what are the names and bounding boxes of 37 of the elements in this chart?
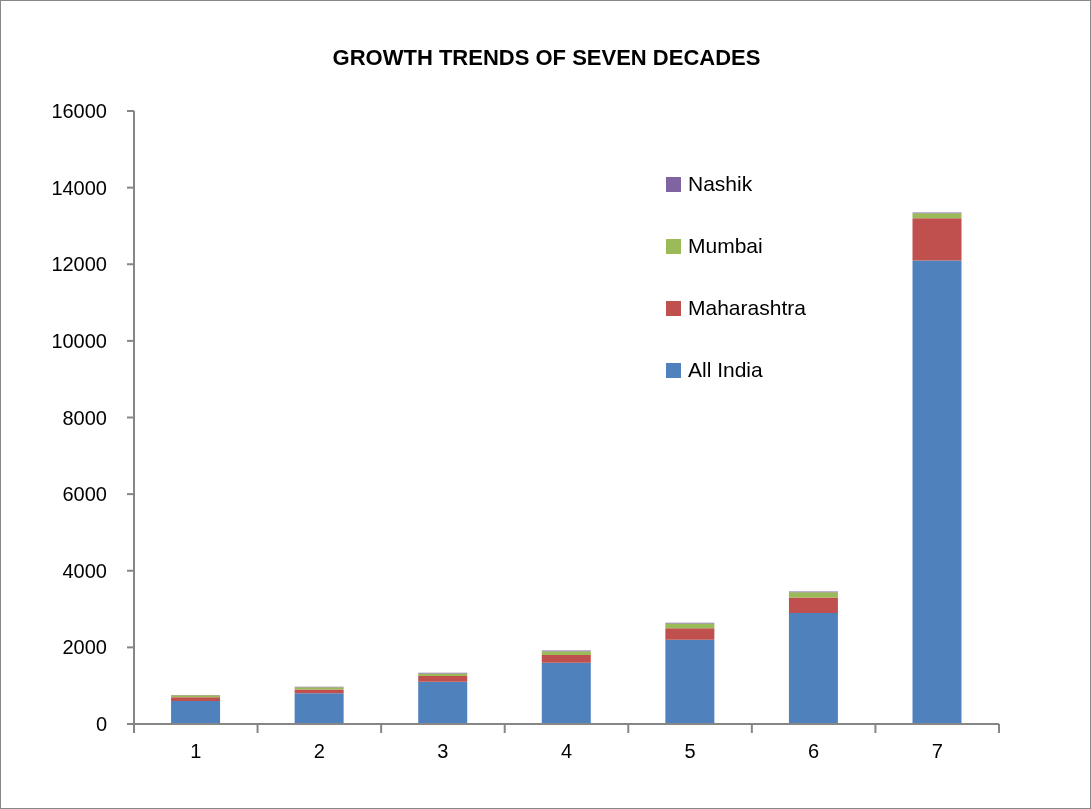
bar — [171, 701, 221, 724]
x-tick-label: 7 — [931, 740, 943, 762]
bar — [171, 697, 221, 702]
bar — [912, 213, 962, 219]
bar — [788, 597, 838, 613]
y-tick-label: 12000 — [51, 253, 107, 276]
bar — [541, 651, 591, 656]
x-tick-label: 4 — [560, 740, 573, 762]
x-tick-label: 2 — [313, 740, 325, 762]
x-tick-label: 1 — [190, 740, 202, 762]
x-tick-label: 3 — [437, 740, 449, 762]
y-tick-label: 8000 — [62, 406, 107, 429]
bar — [541, 662, 591, 724]
legend-label: Mumbai — [688, 234, 763, 258]
y-tick-label: 2000 — [62, 636, 107, 659]
y-tick-label: 10000 — [51, 329, 107, 352]
x-tick-label: 5 — [684, 740, 696, 762]
legend-label: Nashik — [688, 172, 753, 196]
y-tick-label: 14000 — [51, 176, 107, 199]
y-tick-label: 0 — [95, 713, 107, 736]
bar — [912, 260, 962, 724]
x-tick-label: 6 — [808, 740, 820, 762]
y-tick-label: 16000 — [51, 100, 107, 123]
bar — [788, 592, 838, 598]
legend-label: All India — [688, 358, 763, 382]
bar — [665, 639, 715, 724]
bar — [788, 612, 838, 724]
bar — [418, 681, 468, 724]
bar — [665, 628, 715, 640]
chart-title: GROWTH TRENDS OF SEVEN DECADES — [331, 45, 762, 71]
bar — [541, 655, 591, 663]
bar — [418, 676, 468, 682]
bar — [294, 693, 344, 724]
bar — [912, 218, 962, 261]
y-tick-label: 6000 — [62, 483, 107, 506]
y-tick-label: 4000 — [62, 559, 107, 582]
legend-label: Maharashtra — [688, 296, 806, 320]
